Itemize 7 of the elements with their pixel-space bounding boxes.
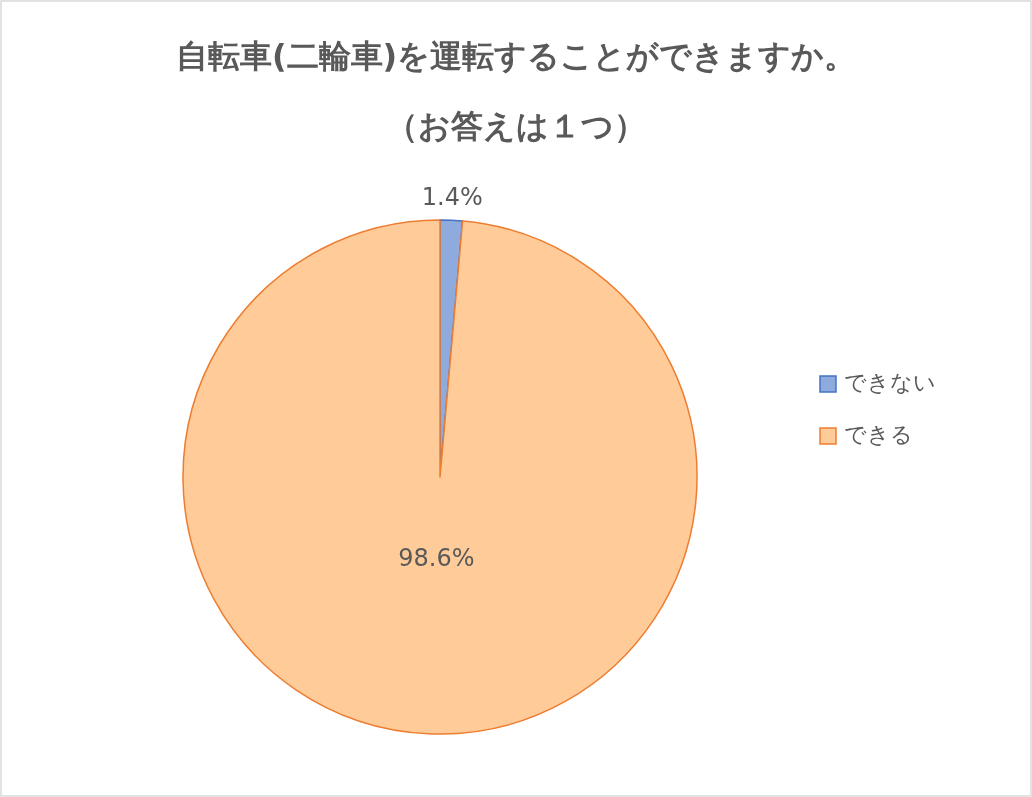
chart-subtitle: （お答えは１つ） — [386, 107, 646, 145]
legend-label: できない — [844, 370, 936, 395]
data-label: 98.6% — [398, 544, 475, 573]
data-label: 1.4% — [421, 183, 483, 212]
legend-label: できる — [844, 422, 913, 447]
pie-slice — [182, 219, 698, 735]
chart-title: 自転車(二輪車)を運転することができますか。 — [175, 37, 857, 75]
